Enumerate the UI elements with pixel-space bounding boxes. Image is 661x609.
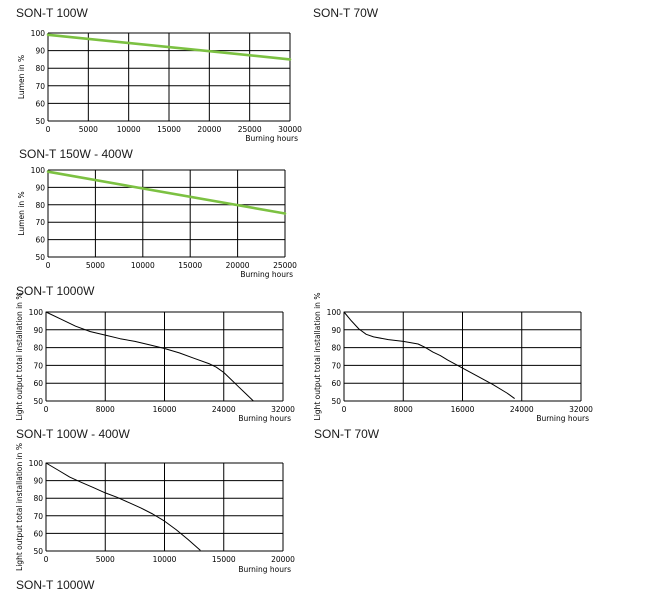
x-tick-label: 25000	[238, 125, 262, 134]
y-axis-label: Lumen in %	[17, 191, 26, 235]
y-tick-label: 60	[33, 529, 43, 538]
x-tick-label: 0	[46, 125, 51, 134]
y-tick-label: 80	[33, 494, 43, 503]
x-tick-label: 10000	[117, 125, 141, 134]
series-line	[343, 311, 515, 399]
x-tick-label: 5000	[86, 261, 105, 270]
caption-son-t-100-400w: SON-T 100W - 400W	[16, 427, 130, 441]
y-tick-label: 90	[331, 326, 341, 335]
y-tick-label: 70	[33, 361, 43, 370]
y-tick-label: 100	[29, 459, 44, 468]
x-tick-label: 0	[44, 405, 49, 414]
chart-2: 50 60 70 80 90 100 0 5000 10000 15000 20000 25000Bu…	[17, 166, 297, 279]
y-tick-label: 90	[35, 183, 45, 192]
x-tick-label: 30000	[278, 125, 302, 134]
y-tick-label: 90	[33, 477, 43, 486]
y-tick-label: 50	[35, 253, 45, 262]
y-axis-label: Lumen in %	[17, 55, 26, 99]
y-tick-label: 60	[331, 379, 341, 388]
x-tick-label: 32000	[271, 405, 295, 414]
y-axis-label: Light output total installation in %	[313, 293, 322, 421]
y-tick-label: 100	[31, 29, 46, 38]
chart-5: 50 60 70 80 90 100 0 5000 10000 15000 20000Burning…	[15, 443, 295, 574]
x-tick-label: 20000	[197, 125, 221, 134]
y-tick-label: 70	[35, 82, 45, 91]
x-tick-label: 15000	[157, 125, 181, 134]
y-tick-label: 50	[331, 397, 341, 406]
x-tick-label: 0	[46, 261, 51, 270]
y-tick-label: 80	[35, 201, 45, 210]
caption-son-t-100w: SON-T 100W	[16, 6, 88, 20]
y-tick-label: 100	[31, 166, 46, 175]
x-tick-label: 8000	[96, 405, 115, 414]
x-tick-label: 24000	[510, 405, 534, 414]
x-tick-label: 10000	[131, 261, 155, 270]
y-tick-label: 80	[33, 344, 43, 353]
caption-son-t-1000w-b: SON-T 1000W	[16, 578, 95, 592]
chart-4: 50 60 70 80 90 100 0 8000 16000 24000 32000Burning…	[313, 293, 593, 423]
x-axis-label: Burning hours	[536, 414, 589, 423]
y-tick-label: 50	[35, 117, 45, 126]
x-tick-label: 8000	[394, 405, 413, 414]
x-axis-label: Burning hours	[240, 270, 293, 279]
x-tick-label: 10000	[153, 555, 177, 564]
y-tick-label: 70	[35, 218, 45, 227]
y-tick-label: 80	[331, 344, 341, 353]
x-axis-label: Burning hours	[238, 565, 291, 574]
y-tick-label: 80	[35, 64, 45, 73]
series-line	[45, 462, 201, 551]
series-line	[45, 311, 254, 402]
y-tick-label: 70	[33, 512, 43, 521]
y-tick-label: 60	[33, 379, 43, 388]
x-tick-label: 5000	[96, 555, 115, 564]
x-tick-label: 5000	[79, 125, 98, 134]
x-axis-label: Burning hours	[238, 414, 291, 423]
x-tick-label: 16000	[153, 405, 177, 414]
y-axis-label: Light output total installation in %	[15, 443, 24, 571]
y-tick-label: 100	[29, 308, 44, 317]
caption-son-t-150-400w: SON-T 150W - 400W	[19, 147, 133, 161]
caption-son-t-70w-bottom: SON-T 70W	[314, 427, 380, 441]
chart-3: 50 60 70 80 90 100 0 8000 16000 24000 32000Burning…	[15, 293, 295, 423]
chart-1: 50 60 70 80 90 100 0 5000 10000 15000 20000 25000 30…	[17, 29, 302, 143]
y-tick-label: 60	[35, 236, 45, 245]
x-tick-label: 15000	[212, 555, 236, 564]
x-tick-label: 32000	[569, 405, 593, 414]
y-tick-label: 50	[33, 547, 43, 556]
y-tick-label: 100	[327, 308, 342, 317]
y-tick-label: 70	[331, 361, 341, 370]
x-tick-label: 25000	[273, 261, 297, 270]
x-tick-label: 24000	[212, 405, 236, 414]
y-tick-label: 50	[33, 397, 43, 406]
caption-son-t-70w-top: SON-T 70W	[313, 6, 379, 20]
y-tick-label: 90	[35, 47, 45, 56]
y-tick-label: 90	[33, 326, 43, 335]
y-tick-label: 60	[35, 99, 45, 108]
x-tick-label: 15000	[178, 261, 202, 270]
x-tick-label: 0	[44, 555, 49, 564]
caption-son-t-1000w-a: SON-T 1000W	[16, 284, 95, 298]
x-tick-label: 20000	[226, 261, 250, 270]
series-line	[46, 170, 287, 215]
x-tick-label: 16000	[451, 405, 475, 414]
x-tick-label: 20000	[271, 555, 295, 564]
series-line	[46, 33, 292, 61]
y-axis-label: Light output total installation in %	[15, 293, 24, 421]
x-tick-label: 0	[342, 405, 347, 414]
x-axis-label: Burning hours	[245, 134, 298, 143]
